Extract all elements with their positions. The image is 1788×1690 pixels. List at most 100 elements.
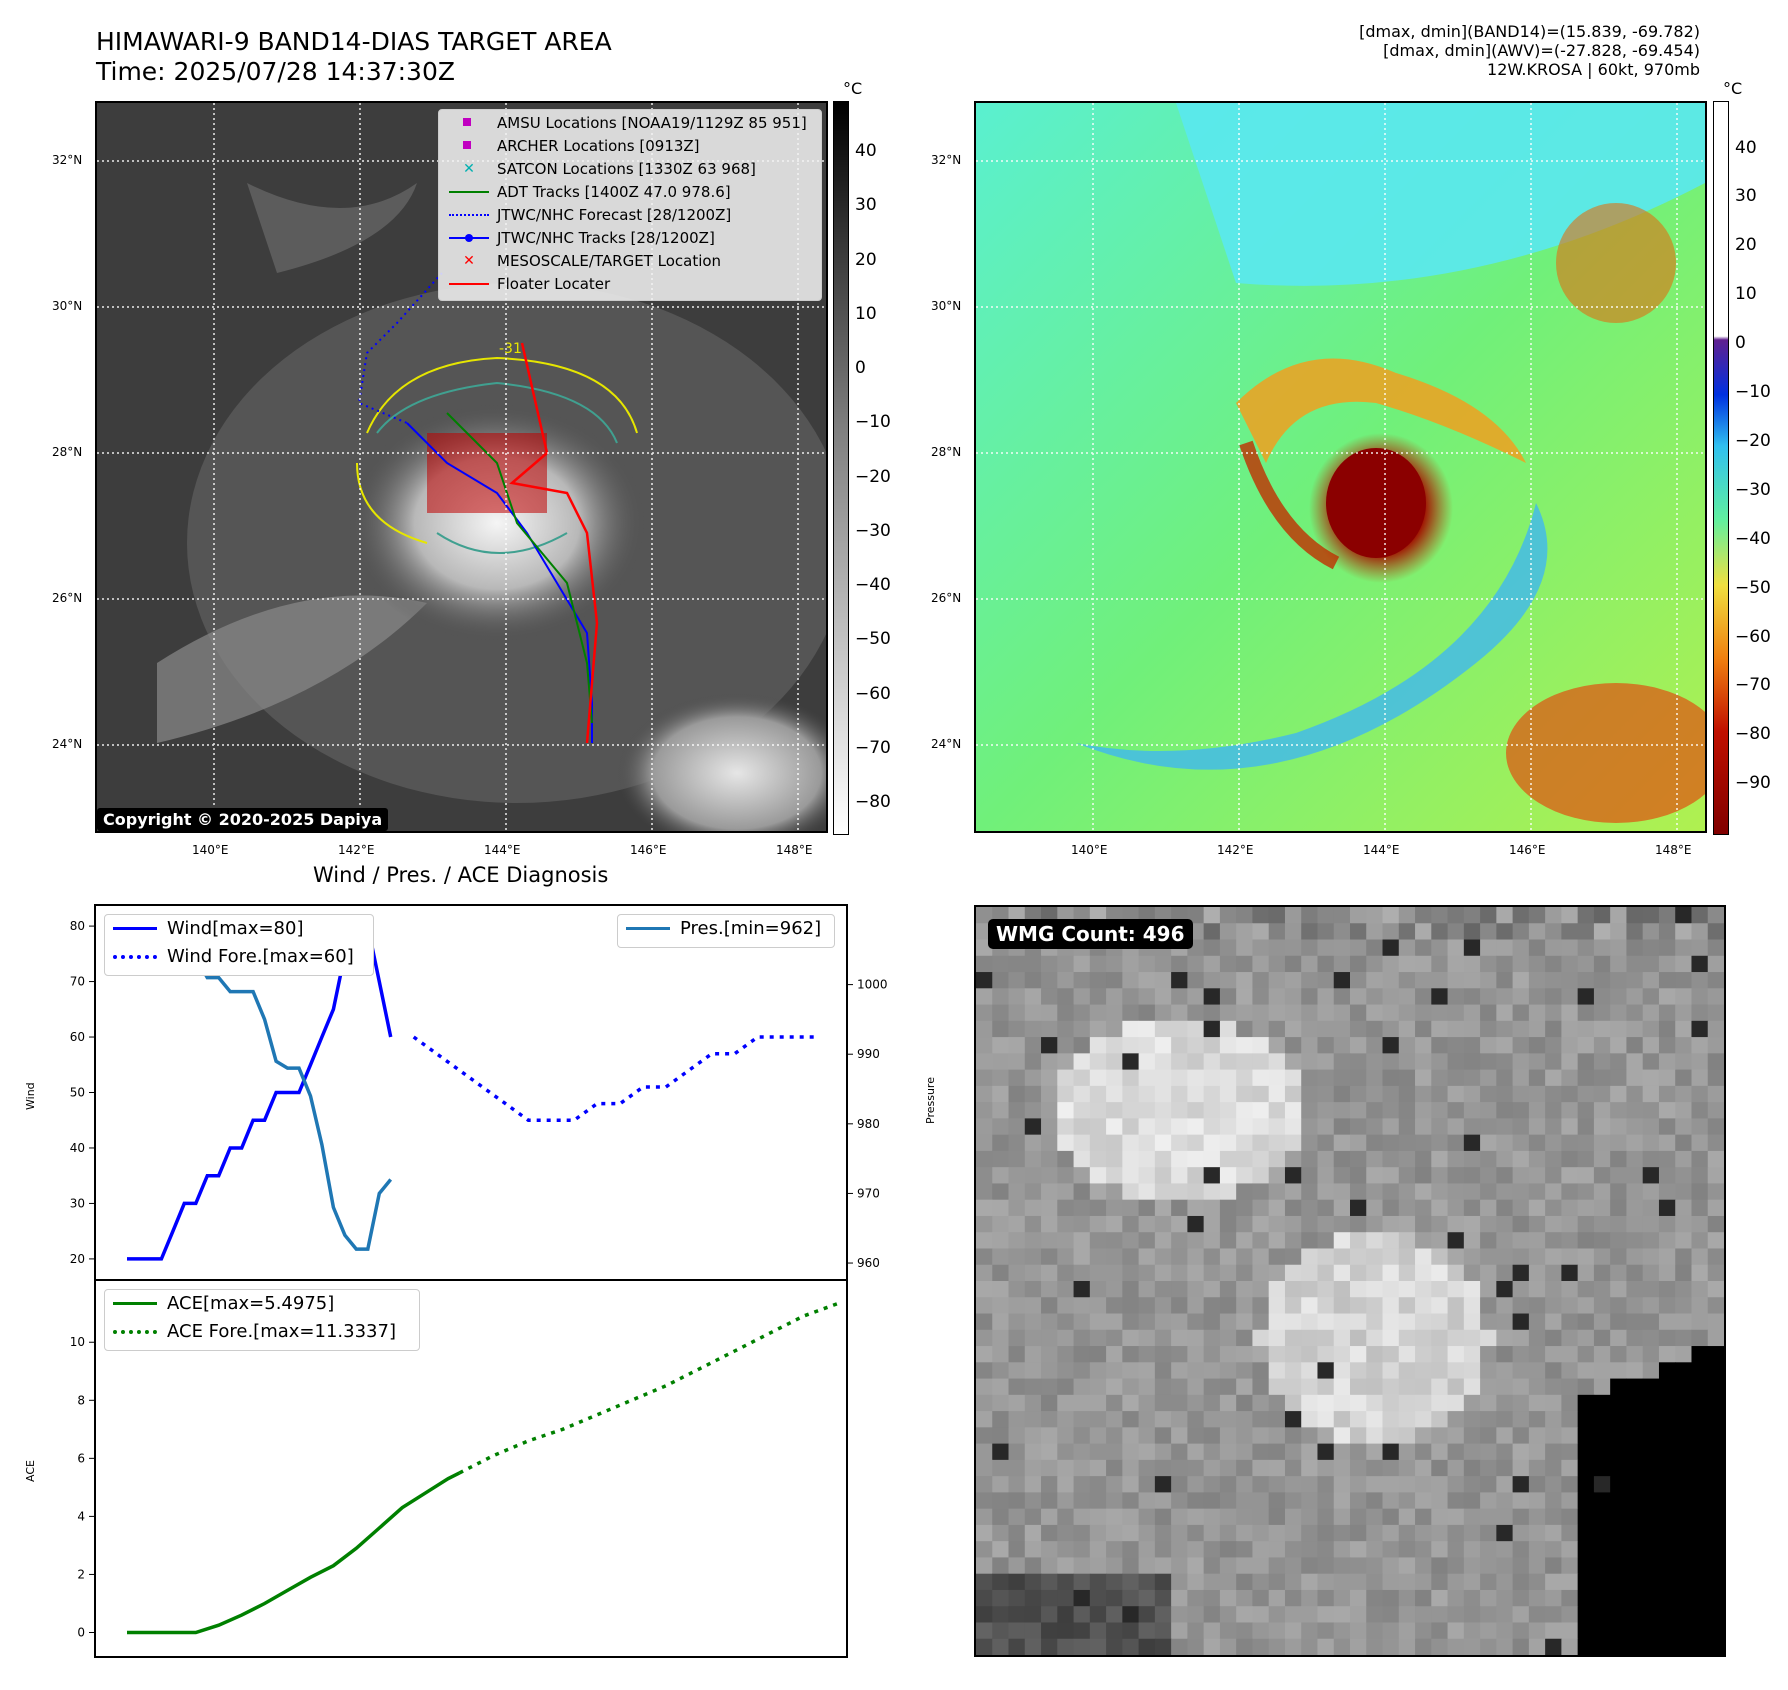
wmg-cell: [1089, 1248, 1107, 1266]
wmg-cell: [1171, 1476, 1188, 1493]
wmg-cell: [1171, 1573, 1188, 1591]
wmg-cell: [1528, 1589, 1546, 1607]
wmg-cell: [1268, 972, 1286, 989]
wmg-cell: [1528, 1069, 1546, 1087]
wmg-cell: [1528, 1638, 1546, 1655]
wmg-cell: [1219, 1622, 1237, 1640]
wmg-cell: [1073, 1215, 1091, 1233]
wmg-cell: [1415, 1394, 1432, 1412]
wmg-cell: [1593, 1459, 1611, 1477]
wmg-cell: [1447, 972, 1465, 989]
wmg-cell: [1317, 1573, 1335, 1591]
wmg-cell: [1610, 1524, 1627, 1542]
wmg-cell: [1008, 1492, 1026, 1510]
wmg-cell: [1593, 1557, 1611, 1575]
wmg-cell: [992, 1313, 1010, 1331]
wmg-cell: [1252, 1297, 1270, 1315]
wmg-cell: [1089, 1199, 1107, 1217]
wmg-cell: [1268, 1264, 1286, 1282]
wmg-cell: [992, 1573, 1010, 1591]
wmg-cell: [1398, 1378, 1416, 1396]
wmg-cell: [1480, 1199, 1497, 1217]
wmg-cell: [1284, 1378, 1302, 1396]
wmg-cell: [1496, 1427, 1514, 1445]
wmg-cell: [1203, 1134, 1221, 1152]
awv-map-panel: [974, 101, 1707, 833]
wmg-cell: [1219, 1541, 1237, 1558]
wmg-cell: [1707, 955, 1724, 973]
wmg-cell: [1106, 1346, 1123, 1363]
wmg-cell: [1154, 1215, 1172, 1233]
wmg-cell: [1073, 1557, 1091, 1575]
wmg-cell: [1707, 988, 1724, 1006]
wmg-cell: [1317, 972, 1335, 989]
wmg-cell: [1008, 1459, 1026, 1477]
wmg-cell: [1691, 1134, 1709, 1152]
wmg-cell: [1528, 1541, 1546, 1558]
wmg-cell: [1577, 1541, 1595, 1558]
wmg-cell: [1658, 1248, 1676, 1266]
wmg-cell: [992, 1118, 1010, 1136]
wmg-cell: [1658, 1622, 1676, 1640]
wmg-cell: [1415, 1459, 1432, 1477]
wmg-cell: [1463, 1232, 1481, 1249]
wmg-cell: [1301, 1150, 1318, 1168]
wmg-cell: [1122, 1394, 1140, 1412]
wmg-cell: [1073, 1346, 1091, 1363]
wmg-cell: [1154, 1427, 1172, 1445]
wmg-cell: [1382, 1443, 1400, 1461]
wmg-cell: [1366, 1085, 1384, 1103]
x-marker-icon: ✕: [463, 161, 475, 177]
wmg-cell: [976, 1622, 993, 1640]
wmg-cell: [1252, 1394, 1270, 1412]
wmg-cell: [1512, 1541, 1530, 1558]
wmg-cell: [1577, 923, 1595, 941]
wmg-cell: [976, 988, 993, 1006]
colorbar-tick: −30: [855, 520, 891, 541]
wmg-cell: [1480, 1362, 1497, 1380]
wmg-cell: [1626, 1118, 1644, 1136]
wmg-cell: [1561, 1150, 1579, 1168]
wmg-cell: [1203, 1167, 1221, 1184]
page-time: Time: 2025/07/28 14:37:30Z: [96, 57, 455, 86]
wmg-cell: [1154, 1329, 1172, 1347]
wmg-cell: [1658, 1394, 1676, 1412]
colorbar-tick: −30: [1735, 479, 1771, 500]
wmg-cell: [1545, 1232, 1562, 1249]
wmg-cell: [1658, 1215, 1676, 1233]
wmg-cell: [1561, 1411, 1579, 1428]
wmg-cell: [1252, 1508, 1270, 1526]
wmg-cell: [1447, 1427, 1465, 1445]
wmg-cell: [1528, 1004, 1546, 1022]
wmg-cell: [1512, 1411, 1530, 1428]
wmg-cell: [1041, 1004, 1058, 1022]
wmg-cell: [1252, 1248, 1270, 1266]
wmg-cell: [1089, 1606, 1107, 1623]
wmg-cell: [1106, 1281, 1123, 1298]
wmg-cell: [1707, 1411, 1724, 1428]
wmg-cell: [976, 1411, 993, 1428]
wmg-cell: [1415, 1313, 1432, 1331]
wmg-cell: [1041, 1346, 1058, 1363]
wmg-cell: [1431, 1150, 1449, 1168]
wmg-cell: [1333, 1069, 1351, 1087]
wmg-cell: [1284, 1622, 1302, 1640]
wmg-cell: [1658, 1346, 1676, 1363]
wmg-cell: [1284, 1443, 1302, 1461]
wmg-cell: [1284, 1118, 1302, 1136]
wmg-cell: [1187, 1459, 1205, 1477]
wmg-cell: [1398, 923, 1416, 941]
wmg-cell: [1398, 1215, 1416, 1233]
wmg-cell: [1317, 1297, 1335, 1315]
wmg-cell: [1203, 1638, 1221, 1655]
wmg-cell: [1171, 1411, 1188, 1428]
wmg-cell: [992, 1362, 1010, 1380]
wmg-cell: [1642, 1411, 1660, 1428]
wmg-cell: [1219, 955, 1237, 973]
wmg-cell: [1284, 1297, 1302, 1315]
wmg-cell: [1154, 1183, 1172, 1201]
wmg-cell: [1219, 988, 1237, 1006]
wmg-cell: [1317, 1329, 1335, 1347]
wmg-cell: [1545, 1020, 1562, 1038]
wmg-cell: [1236, 1362, 1253, 1380]
